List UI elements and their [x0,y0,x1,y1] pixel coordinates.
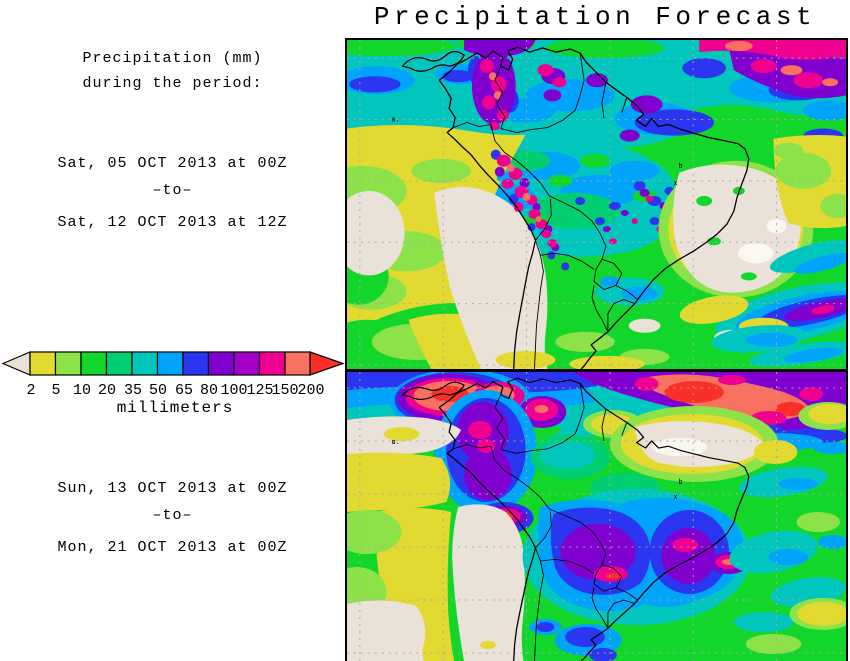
scale-tick-label: 125 [246,382,273,399]
city-marker-x: x [673,179,677,187]
scale-segment [54,351,82,376]
scale-tick-label: 5 [51,382,60,399]
scale-segment [80,351,108,376]
island-marker: ʙ. [392,115,400,123]
scale-segment [233,351,261,376]
scale-tick-label: 150 [271,382,298,399]
precipitation-color-scale: 2 5 10 20 35 50 65 80 100 125 150 200 mi… [1,351,345,417]
period1-end: Sat, 12 OCT 2013 at 12Z [57,214,288,231]
sidebar: Precipitation (mm) during the period: Sa… [0,0,345,661]
scale-tick-label: 2 [26,382,35,399]
scale-tick-labels: 2 5 10 20 35 50 65 80 100 125 150 200 [26,382,324,399]
island-marker: ʙ. [392,438,400,446]
precipitation-field-week2 [347,372,846,661]
scale-segment [156,351,184,376]
scale-segment [182,351,210,376]
scale-tick-label: 35 [124,382,142,399]
andes-speckles [490,149,570,271]
precipitation-field-week1 [347,40,846,369]
scale-underflow-arrow [1,351,31,376]
period2-separator: –to– [152,507,193,524]
city-marker-b: b [678,478,682,486]
scale-tick-label: 65 [175,382,193,399]
period2-end: Mon, 21 OCT 2013 at 00Z [57,539,288,556]
period1-start: Sat, 05 OCT 2013 at 00Z [57,155,288,172]
scale-tick-label: 100 [220,382,247,399]
scale-tick-label: 10 [73,382,91,399]
scale-segment [131,351,159,376]
period2-start: Sun, 13 OCT 2013 at 00Z [57,480,288,497]
forecast-map-week1: ʙ. b x [345,38,848,372]
scale-tick-label: 200 [297,382,324,399]
scale-segment [105,351,133,376]
scale-tick-label: 50 [149,382,167,399]
scale-tick-label: 80 [200,382,218,399]
scale-segments [29,351,311,376]
page-title: Precipitation Forecast [373,2,817,32]
scale-tick-label: 20 [98,382,116,399]
city-marker-x: x [673,493,677,501]
city-marker-b: b [678,162,682,170]
scale-overflow-arrow [309,351,345,376]
scale-unit-label: millimeters [117,399,234,417]
units-heading-line1: Precipitation (mm) [82,50,263,67]
scale-segment [284,351,311,376]
period1-separator: –to– [152,182,193,199]
scale-segment [29,351,57,376]
forecast-map-week2: ʙ. b x [345,372,848,661]
units-heading-line2: during the period: [82,75,263,92]
scale-segment [258,351,286,376]
scale-segment [207,351,235,376]
